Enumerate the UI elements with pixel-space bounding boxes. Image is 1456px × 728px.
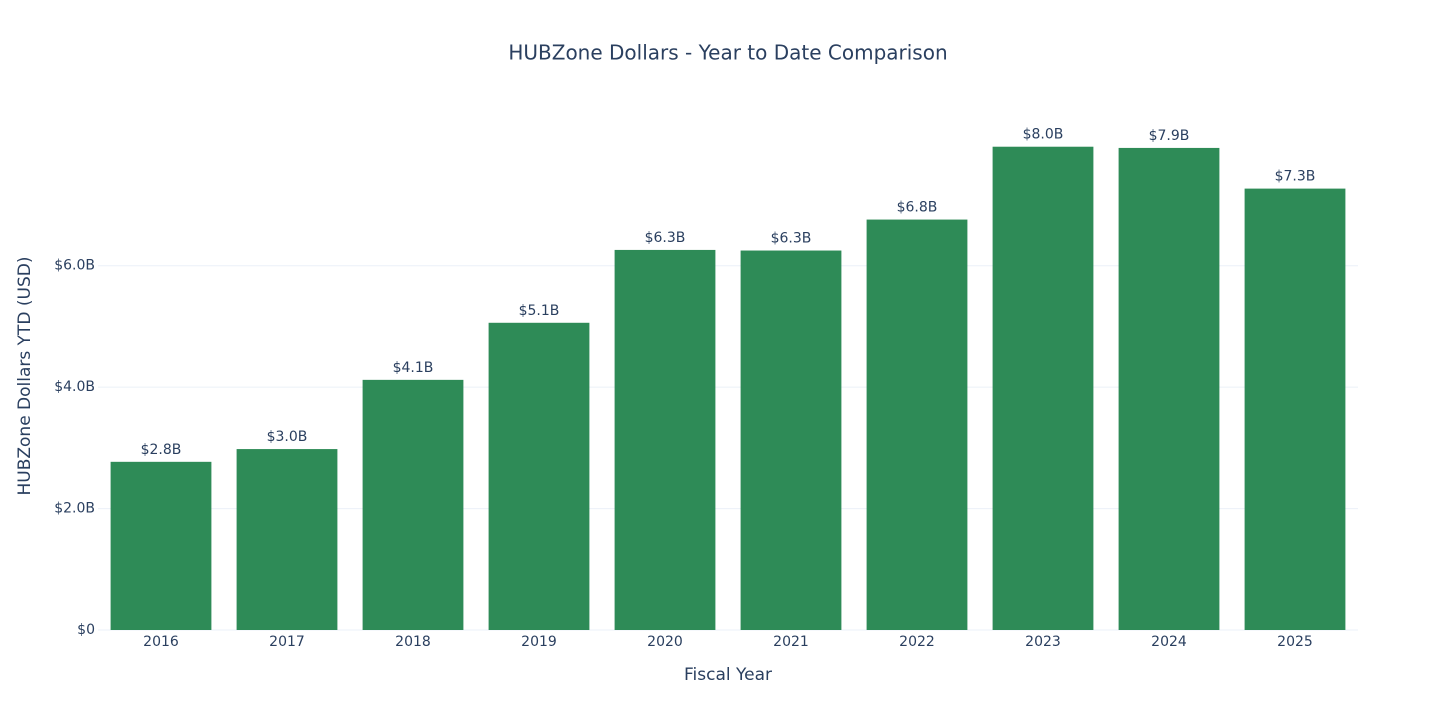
data-label: $5.1B [519,303,560,319]
bar [488,322,590,630]
x-tick-label: 2019 [521,634,557,650]
data-label: $8.0B [1023,127,1064,143]
data-label: $4.1B [393,360,434,376]
bar [866,219,968,631]
x-axis-title: Fiscal Year [684,665,772,685]
data-label: $6.8B [897,200,938,216]
y-axis-title: HUBZone Dollars YTD (USD) [15,256,35,495]
x-tick-label: 2020 [647,634,683,650]
x-tick-label: 2016 [143,634,179,650]
bar [1244,188,1346,630]
x-tick-label: 2025 [1277,634,1313,650]
x-tick-label: 2021 [773,634,809,650]
bar [110,461,212,630]
bar [992,146,1094,630]
y-tick-label: $6.0B [54,258,95,274]
data-label: $2.8B [141,442,182,458]
bar [362,379,464,630]
x-tick-label: 2017 [269,634,305,650]
bar [614,249,716,630]
chart-title: HUBZone Dollars - Year to Date Compariso… [508,41,947,65]
bar [236,449,338,630]
y-tick-label: $4.0B [54,379,95,395]
bar [1118,147,1220,630]
data-label: $7.9B [1149,128,1190,144]
x-tick-label: 2022 [899,634,935,650]
x-tick-label: 2023 [1025,634,1061,650]
data-label: $6.3B [645,230,686,246]
bar [740,250,842,631]
x-tick-label: 2024 [1151,634,1187,650]
y-tick-label: $0 [77,622,95,638]
x-tick-label: 2018 [395,634,431,650]
data-label: $7.3B [1275,169,1316,185]
data-label: $6.3B [771,231,812,247]
data-label: $3.0B [267,429,308,445]
y-tick-label: $2.0B [54,501,95,517]
